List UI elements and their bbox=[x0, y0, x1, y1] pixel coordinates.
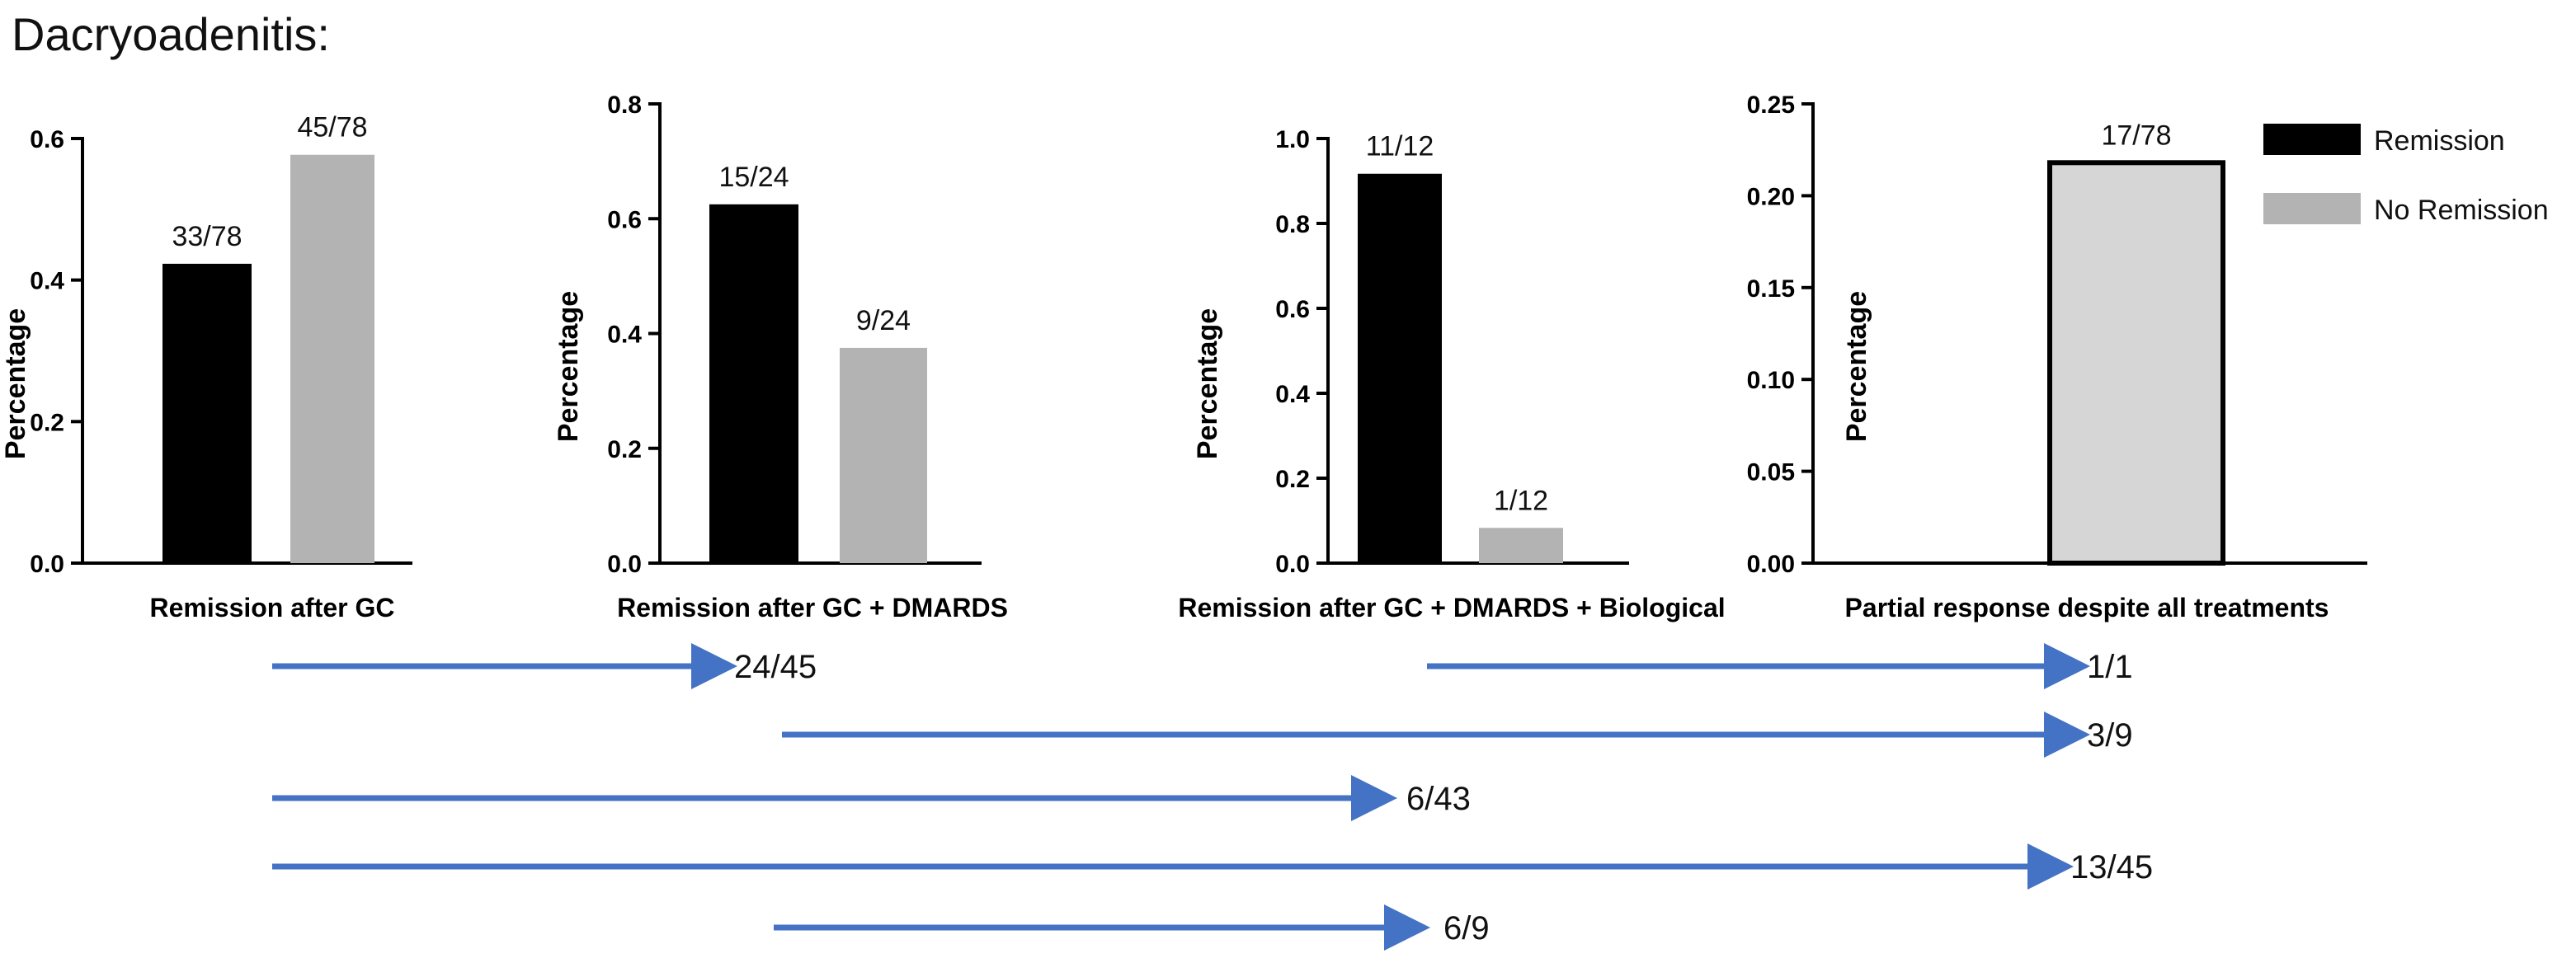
data-label: 15/24 bbox=[718, 162, 789, 193]
y-axis-title: Percentage bbox=[1841, 291, 1872, 442]
bar bbox=[290, 154, 374, 563]
y-tick-label: 0.6 bbox=[1275, 296, 1310, 323]
bar bbox=[2047, 160, 2225, 566]
y-axis-title: Percentage bbox=[1192, 308, 1223, 459]
bar bbox=[840, 347, 927, 563]
y-tick-label: 0.15 bbox=[1747, 275, 1795, 303]
y-tick-label: 0.4 bbox=[30, 268, 64, 295]
y-tick-label: 0.25 bbox=[1747, 92, 1795, 119]
y-tick-label: 0.0 bbox=[30, 551, 64, 578]
legend-label: No Remission bbox=[2374, 195, 2549, 226]
legend-swatch bbox=[2263, 124, 2361, 155]
x-axis-title: Remission after GC + DMARDS + Biological bbox=[1178, 593, 1725, 622]
data-label: 9/24 bbox=[856, 305, 911, 336]
y-tick-label: 0.2 bbox=[1275, 466, 1310, 493]
flow-label: 1/1 bbox=[2087, 649, 2133, 685]
y-tick-label: 0.10 bbox=[1747, 367, 1795, 394]
y-tick-label: 0.05 bbox=[1747, 459, 1795, 486]
data-label: 33/78 bbox=[172, 221, 242, 252]
flow-label: 24/45 bbox=[734, 649, 817, 685]
data-label: 45/78 bbox=[297, 112, 367, 143]
bar bbox=[709, 204, 798, 563]
y-tick-label: 0.2 bbox=[607, 436, 642, 463]
bar bbox=[1358, 173, 1442, 563]
flow-label: 3/9 bbox=[2087, 717, 2133, 754]
y-tick-label: 0.8 bbox=[607, 92, 642, 119]
page-title: Dacryoadenitis: bbox=[12, 8, 330, 60]
y-axis-title: Percentage bbox=[553, 291, 584, 442]
y-tick-label: 0.4 bbox=[1275, 381, 1310, 408]
flow-label: 6/9 bbox=[1443, 910, 1490, 947]
y-tick-label: 0.6 bbox=[607, 206, 642, 233]
flow-label: 6/43 bbox=[1406, 781, 1471, 817]
legend-swatch bbox=[2263, 193, 2361, 224]
y-tick-label: 0.2 bbox=[30, 409, 64, 436]
y-tick-label: 0.4 bbox=[607, 322, 642, 349]
bar bbox=[1479, 528, 1563, 563]
y-tick-label: 0.0 bbox=[607, 551, 642, 578]
y-tick-label: 0.20 bbox=[1747, 183, 1795, 210]
flow-label: 13/45 bbox=[2070, 849, 2153, 885]
legend-label: Remission bbox=[2374, 125, 2505, 157]
y-tick-label: 0.00 bbox=[1747, 551, 1795, 578]
data-label: 11/12 bbox=[1366, 131, 1434, 162]
bar bbox=[162, 263, 252, 563]
y-tick-label: 0.8 bbox=[1275, 211, 1310, 238]
data-label: 17/78 bbox=[2101, 120, 2171, 151]
y-tick-label: 0.0 bbox=[1275, 551, 1310, 578]
y-tick-label: 0.6 bbox=[30, 126, 64, 153]
y-axis-title: Percentage bbox=[0, 308, 31, 459]
y-tick-label: 1.0 bbox=[1275, 126, 1310, 153]
x-axis-title: Remission after GC bbox=[150, 593, 395, 622]
data-label: 1/12 bbox=[1494, 485, 1548, 516]
x-axis-title: Partial response despite all treatments bbox=[1845, 593, 2329, 622]
x-axis-title: Remission after GC + DMARDS bbox=[617, 593, 1008, 622]
